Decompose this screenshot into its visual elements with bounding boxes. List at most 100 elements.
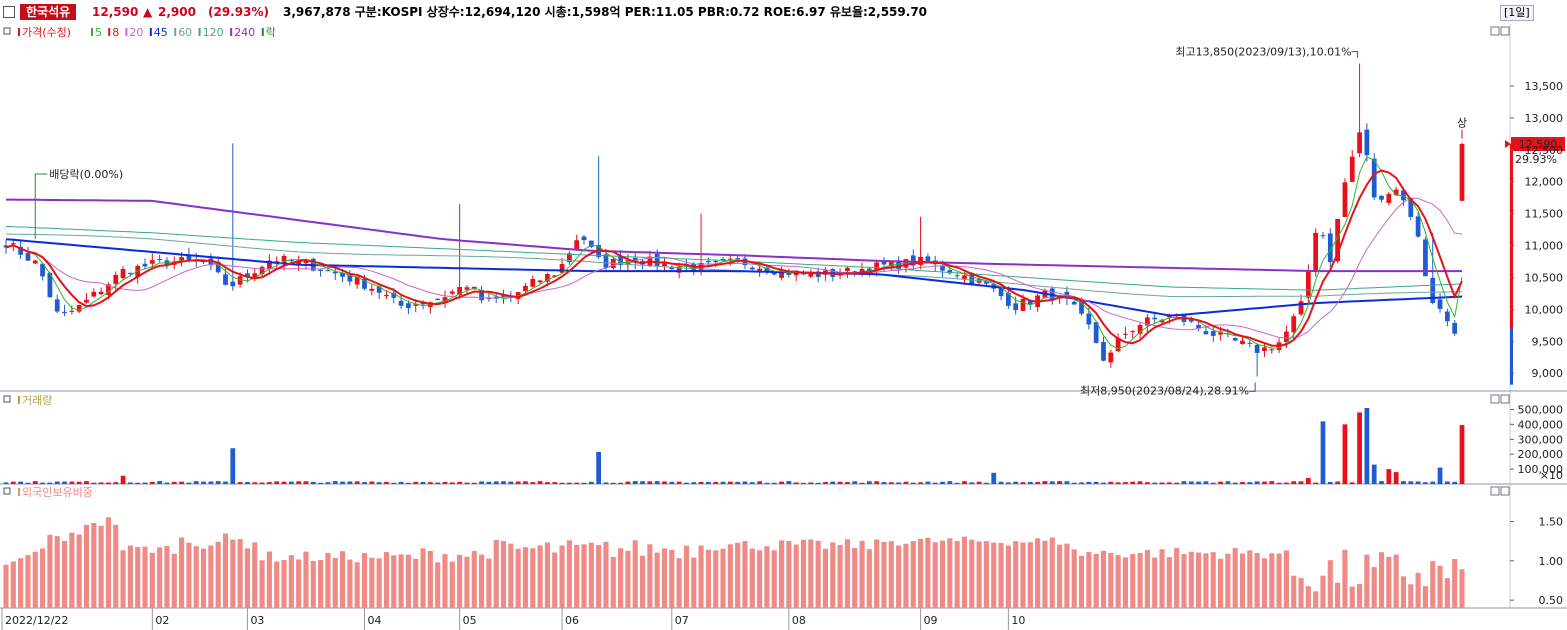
volume-bar bbox=[779, 481, 784, 484]
foreign-y-axis: 1.50 1.00 0.50 bbox=[1510, 515, 1563, 607]
foreign-ratio-bar bbox=[1027, 542, 1033, 608]
candle-body bbox=[581, 236, 587, 241]
foreign-ratio-bar bbox=[1020, 542, 1026, 608]
candle-body bbox=[369, 288, 375, 291]
foreign-ratio-bar bbox=[632, 540, 638, 608]
pane-toggle-icon[interactable] bbox=[3, 27, 11, 35]
candle-body bbox=[91, 291, 97, 297]
pane-minimize-icon[interactable] bbox=[1490, 394, 1500, 404]
volume-bar bbox=[1005, 482, 1011, 484]
volume-legend: 거래량 bbox=[18, 394, 52, 407]
foreign-ratio-bar bbox=[288, 555, 294, 608]
dividend-marker-line bbox=[34, 173, 48, 240]
candle-body bbox=[530, 278, 536, 287]
volume-bar bbox=[1130, 481, 1136, 484]
volume-bar bbox=[479, 481, 484, 484]
pane-toggle-icon[interactable] bbox=[3, 395, 11, 403]
foreign-ratio-bar bbox=[676, 558, 682, 608]
volume-bar bbox=[669, 481, 675, 484]
volume-bar bbox=[947, 481, 953, 484]
candle-body bbox=[618, 256, 623, 266]
checkbox-icon[interactable] bbox=[3, 6, 15, 18]
volume-bar bbox=[230, 448, 236, 484]
volume-bar bbox=[1152, 482, 1158, 484]
current-change-label: 29.93% bbox=[1515, 153, 1557, 166]
pane-close-icon[interactable] bbox=[1500, 26, 1510, 36]
candle-body bbox=[501, 295, 506, 297]
foreign-ratio-bar bbox=[1130, 554, 1136, 608]
candle-body bbox=[32, 260, 38, 264]
candle-body bbox=[40, 263, 45, 277]
foreign-ratio-bar bbox=[200, 548, 207, 608]
legend-item: 240 bbox=[234, 26, 255, 39]
candle-body bbox=[574, 240, 580, 251]
volume-bar bbox=[332, 481, 338, 484]
foreign-ratio-bar bbox=[625, 550, 631, 608]
volume-bar bbox=[632, 481, 638, 484]
volume-bar bbox=[369, 481, 375, 484]
stock-name[interactable]: 한국석유 bbox=[20, 4, 77, 20]
candle-body bbox=[1137, 324, 1143, 334]
period-selector[interactable]: [1일] bbox=[1500, 5, 1534, 21]
legend-item: 20 bbox=[129, 26, 143, 39]
foreign-ratio-bar bbox=[581, 544, 587, 608]
foreign-ratio-bar bbox=[888, 541, 894, 608]
foreign-ratio-bar bbox=[61, 541, 68, 608]
pane-close-icon[interactable] bbox=[1500, 486, 1510, 496]
pane-minimize-icon[interactable] bbox=[1490, 486, 1500, 496]
price-change-percent: (29.93%) bbox=[208, 5, 269, 19]
foreign-ratio-bar bbox=[142, 546, 148, 608]
foreign-legend: 외국인보유비중 bbox=[18, 486, 93, 499]
candle-body bbox=[149, 260, 155, 264]
volume-bar bbox=[1027, 481, 1033, 484]
pane-minimize-icon[interactable] bbox=[1490, 26, 1500, 36]
pane-toggle-icon[interactable] bbox=[3, 487, 11, 495]
foreign-ratio-bar bbox=[954, 541, 960, 608]
candle-body bbox=[398, 300, 404, 306]
volume-bar bbox=[706, 481, 711, 484]
candle-body bbox=[969, 272, 975, 284]
current-price-tag bbox=[1511, 137, 1565, 152]
foreign-ratio-bar bbox=[698, 545, 704, 608]
volume-bar bbox=[625, 481, 631, 484]
foreign-ratio-bar bbox=[654, 552, 660, 608]
candle-body bbox=[1357, 132, 1362, 154]
foreign-ratio-bar bbox=[896, 545, 902, 608]
candle-body bbox=[215, 261, 221, 273]
foreign-ratio-bar bbox=[1064, 543, 1070, 608]
candle-body bbox=[54, 299, 60, 312]
volume-bar bbox=[823, 482, 828, 484]
foreign-ratio-bar bbox=[1452, 559, 1458, 608]
volume-bar bbox=[135, 482, 141, 484]
foreign-ratio-bar bbox=[1144, 549, 1150, 608]
candle-body bbox=[1013, 303, 1019, 311]
candle-body bbox=[779, 269, 784, 278]
foreign-ratio-bar bbox=[1313, 591, 1319, 608]
volume-bar bbox=[457, 481, 463, 484]
volume-bar bbox=[610, 482, 616, 484]
volume-bar bbox=[969, 482, 975, 484]
foreign-ratio-bar bbox=[369, 557, 375, 608]
y-tick-label: 13,500 bbox=[1525, 80, 1564, 93]
volume-bar bbox=[384, 481, 389, 484]
volume-bar bbox=[1137, 481, 1143, 484]
foreign-ratio-bar bbox=[522, 547, 529, 608]
legend-item: 외국인보유비중 bbox=[22, 486, 93, 499]
volume-bar bbox=[676, 481, 682, 484]
foreign-ratio-bar bbox=[120, 550, 126, 608]
candle-body bbox=[406, 303, 411, 309]
pane-close-icon[interactable] bbox=[1500, 394, 1510, 404]
foreign-ratio-bar bbox=[1005, 545, 1011, 608]
candle-body bbox=[588, 240, 594, 247]
candle-body bbox=[537, 280, 543, 283]
foreign-ratio-bar bbox=[105, 517, 111, 608]
candle-body bbox=[1240, 340, 1245, 344]
candle-body bbox=[1020, 298, 1026, 311]
volume-bar bbox=[245, 482, 250, 484]
volume-bar bbox=[727, 481, 733, 484]
foreign-ratio-bar bbox=[208, 545, 214, 608]
volume-bar bbox=[47, 482, 53, 484]
volume-bar bbox=[566, 482, 572, 484]
foreign-ratio-bar bbox=[303, 551, 309, 608]
legend-swatch bbox=[230, 28, 233, 36]
